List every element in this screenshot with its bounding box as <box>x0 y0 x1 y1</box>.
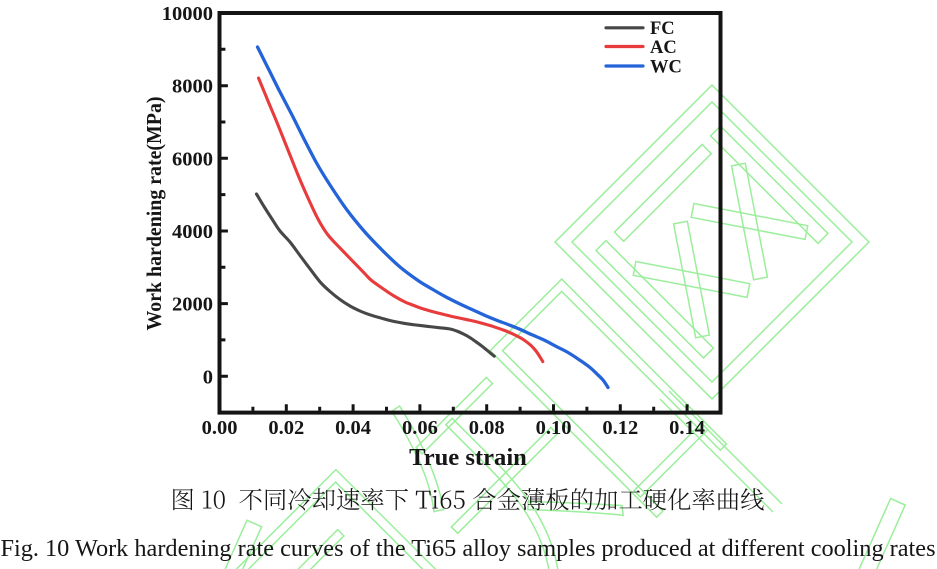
svg-text:2000: 2000 <box>172 294 213 316</box>
svg-text:0.00: 0.00 <box>202 417 238 439</box>
svg-text:True strain: True strain <box>409 444 527 471</box>
svg-text:10000: 10000 <box>162 3 213 25</box>
svg-text:FC: FC <box>650 19 675 39</box>
svg-text:Work hardening rate(MPa): Work hardening rate(MPa) <box>142 97 166 331</box>
svg-text:0: 0 <box>203 366 213 388</box>
svg-text:6000: 6000 <box>172 148 213 170</box>
svg-text:0.02: 0.02 <box>268 417 304 439</box>
svg-text:0.08: 0.08 <box>469 417 505 439</box>
svg-text:0.12: 0.12 <box>602 417 638 439</box>
svg-text:AC: AC <box>650 38 677 58</box>
svg-text:0.04: 0.04 <box>335 417 371 439</box>
svg-text:4000: 4000 <box>172 221 213 243</box>
svg-text:8000: 8000 <box>172 76 213 98</box>
svg-text:0.10: 0.10 <box>536 417 572 439</box>
svg-text:WC: WC <box>650 58 682 78</box>
svg-text:Fig. 10 Work hardening rate cu: Fig. 10 Work hardening rate curves of th… <box>0 535 935 562</box>
svg-text:0.14: 0.14 <box>669 417 705 439</box>
svg-text:0.06: 0.06 <box>402 417 438 439</box>
